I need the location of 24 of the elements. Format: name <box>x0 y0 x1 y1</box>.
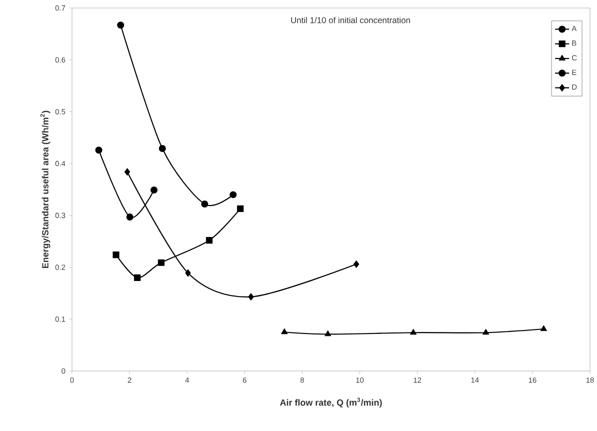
point <box>248 293 254 301</box>
point <box>124 168 130 176</box>
point <box>353 260 360 268</box>
point <box>410 328 417 335</box>
point <box>126 213 134 220</box>
point <box>206 237 213 244</box>
point <box>324 330 332 336</box>
point <box>134 274 141 281</box>
point <box>540 325 547 331</box>
point <box>95 146 102 154</box>
annotation: Until 1/10 of initial concentration <box>291 16 410 24</box>
point <box>201 200 208 208</box>
point <box>482 328 490 335</box>
point <box>150 186 158 194</box>
point <box>112 252 120 258</box>
y-axis-title: Energy/Standard useful area (Wh/m$^{2}$) <box>40 110 50 268</box>
point <box>117 22 124 29</box>
point <box>281 328 288 334</box>
point <box>158 145 166 152</box>
point <box>185 269 191 277</box>
point <box>237 205 244 212</box>
point <box>158 259 165 266</box>
point <box>230 191 237 198</box>
x-axis-title: Air flow rate, Q (m$^{3}$/min) <box>280 398 382 408</box>
